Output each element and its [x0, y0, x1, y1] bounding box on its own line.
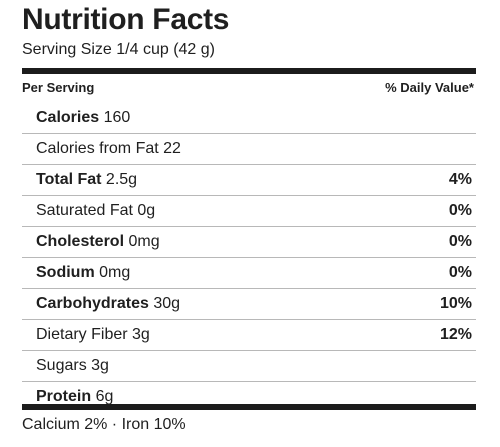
nutrient-row-calories: Calories 160 [22, 103, 476, 134]
daily-value: 0% [448, 264, 472, 281]
per-serving-heading: Per Serving [22, 80, 95, 95]
serving-size: Serving Size 1/4 cup (42 g) [22, 41, 215, 58]
top-divider [22, 68, 476, 74]
nutrient-row-total-fat: Total Fat 2.5g 4% [22, 165, 476, 196]
nutrient-list: Calories 160 Calories from Fat 22 Total … [22, 103, 476, 412]
daily-value: 10% [439, 295, 472, 312]
bottom-divider [22, 404, 476, 410]
nutrient-amount: Sugars 3g [36, 357, 109, 374]
nutrient-amount: 0mg [124, 233, 160, 250]
nutrient-row-dietary-fiber: Dietary Fiber 3g 12% [22, 320, 476, 351]
nutrient-amount: 2.5g [101, 171, 138, 188]
label-title: Nutrition Facts [22, 3, 230, 36]
nutrient-row-sugars: Sugars 3g [22, 351, 476, 382]
nutrient-name: Cholesterol [36, 233, 125, 250]
nutrient-name: Sodium [36, 264, 95, 281]
nutrient-amount: Calories from Fat 22 [36, 140, 181, 157]
nutrient-amount: Saturated Fat 0g [36, 202, 156, 219]
nutrient-amount: 160 [99, 109, 131, 126]
table-header: Per Serving % Daily Value* [22, 78, 476, 98]
daily-value: 0% [448, 233, 472, 250]
nutrient-name: Protein [36, 388, 92, 405]
nutrient-row-calories-from-fat: Calories from Fat 22 [22, 134, 476, 165]
nutrient-name: Carbohydrates [36, 295, 149, 312]
nutrient-row-carbohydrates: Carbohydrates 30g 10% [22, 289, 476, 320]
daily-value-heading: % Daily Value* [385, 80, 474, 95]
nutrient-amount: 0mg [94, 264, 131, 281]
nutrient-row-protein: Protein 6g [22, 382, 476, 412]
nutrient-name: Calories [36, 109, 100, 126]
nutrient-row-cholesterol: Cholesterol 0mg 0% [22, 227, 476, 258]
nutrient-row-sodium: Sodium 0mg 0% [22, 258, 476, 289]
daily-value: 0% [448, 202, 472, 219]
daily-value: 4% [448, 171, 472, 188]
nutrient-row-saturated-fat: Saturated Fat 0g 0% [22, 196, 476, 227]
vitamins-minerals: Calcium 2% · Iron 10% [22, 416, 186, 433]
nutrient-amount: Dietary Fiber 3g [36, 326, 150, 343]
nutrient-name: Total Fat [36, 171, 102, 188]
nutrient-amount: 30g [148, 295, 181, 312]
daily-value: 12% [439, 326, 472, 343]
nutrient-amount: 6g [91, 388, 114, 405]
